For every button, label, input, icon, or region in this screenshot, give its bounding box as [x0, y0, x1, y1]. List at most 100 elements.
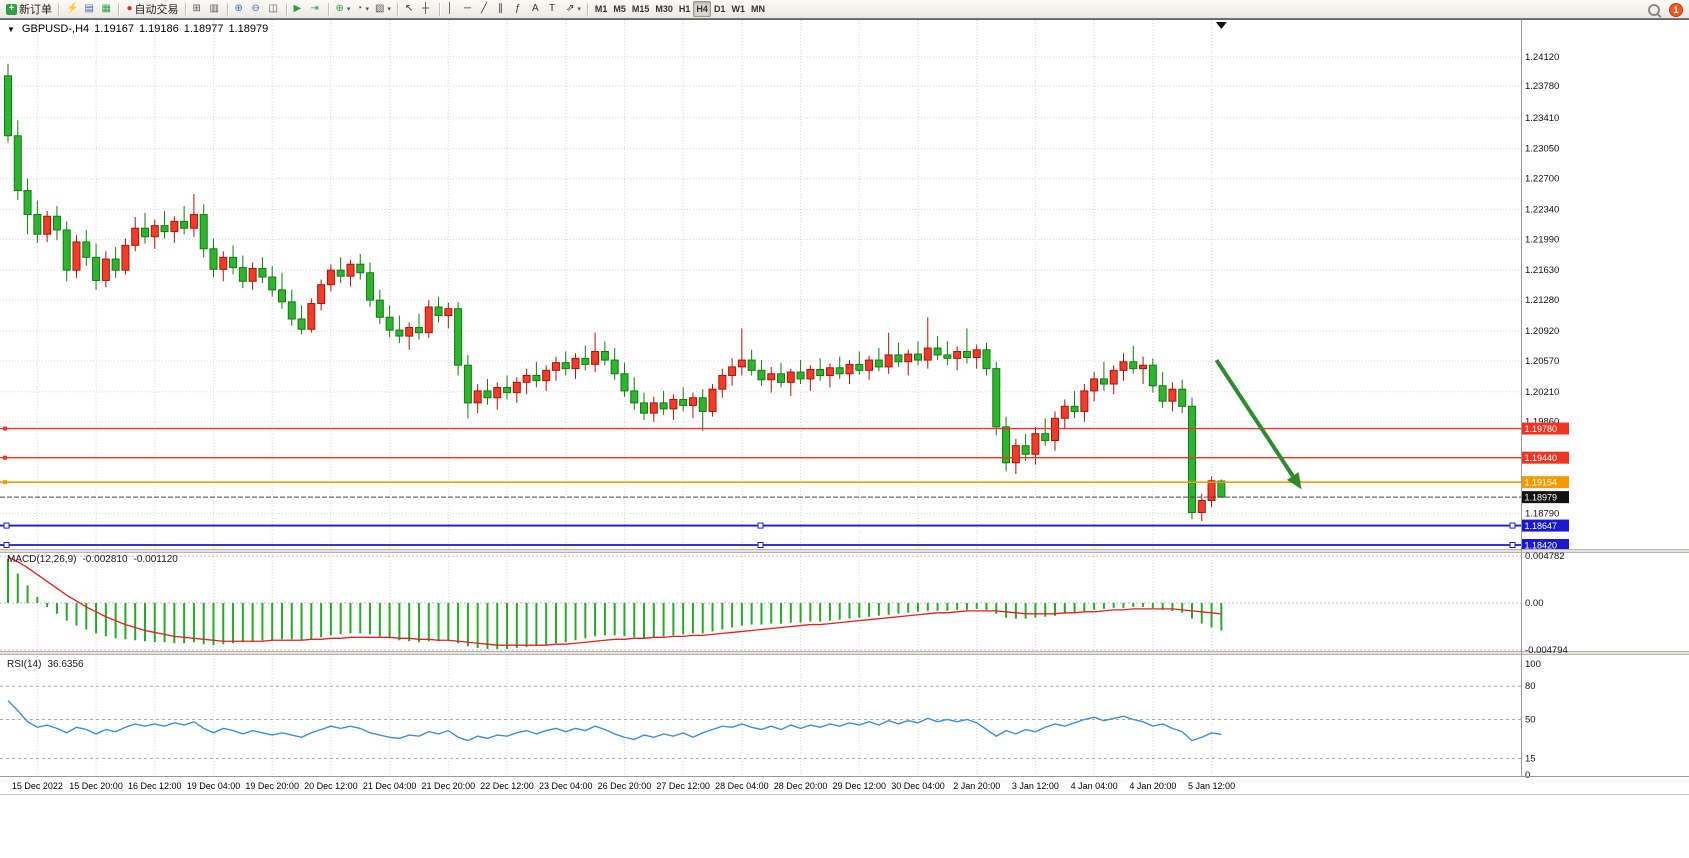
svg-text:1.20570: 1.20570	[1525, 356, 1559, 367]
zoom-out-button[interactable]: ⊖	[249, 1, 266, 17]
new-chart-icon-glyph-icon: ⊞	[192, 3, 201, 14]
vertical-line-button[interactable]: │	[444, 1, 461, 17]
search-icon[interactable]	[1646, 2, 1661, 17]
line-handle[interactable]	[1509, 541, 1516, 548]
svg-text:1.19154: 1.19154	[1525, 478, 1558, 488]
terminal-icon[interactable]: ▦	[98, 1, 115, 17]
svg-text:1.24120: 1.24120	[1525, 52, 1559, 63]
line-handle[interactable]	[3, 541, 10, 548]
templates-button[interactable]: ▧ ▾	[372, 1, 394, 17]
rsi-name: RSI(14)	[7, 659, 42, 670]
svg-text:16 Dec 12:00: 16 Dec 12:00	[128, 781, 182, 791]
line-handle[interactable]	[3, 522, 10, 529]
main-toolbar: + 新订单 ⚡ ▤ ▦ ● 自动交易 ⊞ ▥ ⊕ ⊖ ◫ ▶ ⇥ ⊕ ▾ ◔ ▾ ▧ ▾ ↖ ┼ │ ─ ╱ ∥ ƒ A T ⇗ ▾ M1 M5…	[0, 0, 1689, 19]
line-handle[interactable]	[757, 522, 764, 529]
chart-shift-glyph-icon: ⇥	[310, 3, 319, 14]
price-axis-ticks: 1.24120 1.23780 1.23410 1.23050 1.22700 1.223…	[1525, 52, 1559, 519]
autotrading-button[interactable]: ● 自动交易	[123, 1, 181, 17]
timeframe-w1-button[interactable]: W1	[728, 1, 748, 17]
chart-shift-button[interactable]: ⇥	[308, 1, 325, 17]
tile-windows-icon[interactable]: ◫	[266, 1, 283, 17]
zoom-out-glyph-icon: ⊖	[251, 3, 260, 14]
trendline-glyph-icon: ╱	[480, 3, 487, 14]
toolbar-separator	[118, 2, 121, 16]
trend-arrow-annotation[interactable]	[1214, 358, 1295, 478]
timeframe-m30-button[interactable]: M30	[652, 1, 676, 17]
line-handle[interactable]	[3, 455, 7, 460]
timeframe-mn-button[interactable]: MN	[748, 1, 768, 17]
svg-text:-0.004794: -0.004794	[1525, 645, 1568, 656]
ohlc-low: 1.18977	[183, 23, 224, 35]
svg-text:20 Dec 12:00: 20 Dec 12:00	[304, 781, 358, 791]
periods-button[interactable]: ◔ ▾	[353, 1, 372, 17]
channel-button[interactable]: ∥	[495, 1, 512, 17]
price-label-box	[1522, 422, 1569, 435]
ohlc-close: 1.18979	[228, 23, 269, 35]
toolbar-separator	[184, 2, 187, 16]
crosshair-button[interactable]: ┼	[419, 1, 436, 17]
profiles-icon[interactable]: ▥	[207, 1, 224, 17]
navigator-icon[interactable]: ▤	[81, 1, 98, 17]
arrows-button[interactable]: ⇗ ▾	[563, 1, 584, 17]
pane-separator[interactable]	[0, 549, 1689, 553]
fibonacci-button[interactable]: ƒ	[512, 1, 529, 17]
svg-text:1.18979: 1.18979	[1525, 493, 1558, 503]
price-label-box	[1522, 451, 1569, 464]
svg-text:100: 100	[1525, 659, 1541, 670]
time-axis[interactable]: 15 Dec 2022 15 Dec 20:00 16 Dec 12:00 19 De…	[12, 781, 1235, 791]
line-handle[interactable]	[3, 426, 7, 431]
one-click-trading-caret-icon[interactable]: ▼	[7, 24, 15, 34]
zoom-in-button[interactable]: ⊕	[232, 1, 249, 17]
new-order-glyph-icon: +	[6, 3, 17, 15]
rsi-value: 36.6356	[47, 659, 84, 670]
svg-text:0: 0	[1525, 770, 1530, 781]
terminal-icon-glyph-icon: ▦	[101, 3, 111, 14]
market-watch-icon[interactable]: ⚡	[63, 1, 81, 17]
horizontal-line-button[interactable]: ─	[461, 1, 478, 17]
label-button[interactable]: T	[546, 1, 563, 17]
svg-text:1.21630: 1.21630	[1525, 265, 1559, 276]
cursor-button[interactable]: ↖	[402, 1, 419, 17]
rsi-line	[7, 700, 1222, 742]
svg-text:1.20210: 1.20210	[1525, 387, 1559, 398]
timeframe-h1-button[interactable]: H1	[676, 1, 694, 17]
svg-text:26 Dec 20:00: 26 Dec 20:00	[598, 781, 652, 791]
timeframe-d1-button[interactable]: D1	[711, 1, 729, 17]
auto-scroll-button[interactable]: ▶	[291, 1, 308, 17]
line-handle[interactable]	[757, 541, 764, 548]
timeframe-mn-button-label: MN	[750, 4, 765, 14]
text-button[interactable]: A	[529, 1, 546, 17]
new-chart-icon[interactable]: ⊞	[190, 1, 207, 17]
timeframe-m15-button[interactable]: M15	[629, 1, 653, 17]
timeframe-m5-button[interactable]: M5	[610, 1, 629, 17]
line-handle[interactable]	[1509, 522, 1516, 529]
timeframe-h4-button[interactable]: H4	[693, 1, 711, 17]
svg-text:22 Dec 12:00: 22 Dec 12:00	[480, 781, 534, 791]
tile-windows-icon-glyph-icon: ◫	[268, 3, 278, 14]
trendline-button[interactable]: ╱	[478, 1, 495, 17]
svg-text:19 Dec 20:00: 19 Dec 20:00	[245, 781, 299, 791]
new-order-button[interactable]: + 新订单	[3, 1, 55, 17]
svg-text:29 Dec 12:00: 29 Dec 12:00	[833, 781, 887, 791]
svg-text:1.22340: 1.22340	[1525, 204, 1559, 215]
svg-text:1.19780: 1.19780	[1525, 424, 1558, 434]
chart-plot-area[interactable]	[0, 19, 1521, 549]
line-handle[interactable]	[3, 480, 7, 485]
label-glyph-icon: T	[548, 3, 556, 14]
svg-text:19 Dec 04:00: 19 Dec 04:00	[187, 781, 241, 791]
notification-badge[interactable]: 1	[1669, 2, 1683, 17]
price-label-box	[1522, 491, 1569, 504]
timeframe-m1-button[interactable]: M1	[592, 1, 611, 17]
svg-text:1.19860: 1.19860	[1525, 417, 1559, 428]
timeframe-m1-button-label: M1	[594, 4, 608, 14]
svg-text:0.004782: 0.004782	[1525, 551, 1565, 562]
svg-text:4 Jan 04:00: 4 Jan 04:00	[1071, 781, 1118, 791]
autotrading-button-label: 自动交易	[134, 4, 179, 16]
svg-text:1.23410: 1.23410	[1525, 113, 1559, 124]
toolbar-separator	[327, 2, 330, 16]
pane-separator[interactable]	[0, 651, 1689, 655]
indicators-button[interactable]: ⊕ ▾	[333, 1, 354, 17]
svg-text:15 Dec 2022: 15 Dec 2022	[12, 781, 63, 791]
